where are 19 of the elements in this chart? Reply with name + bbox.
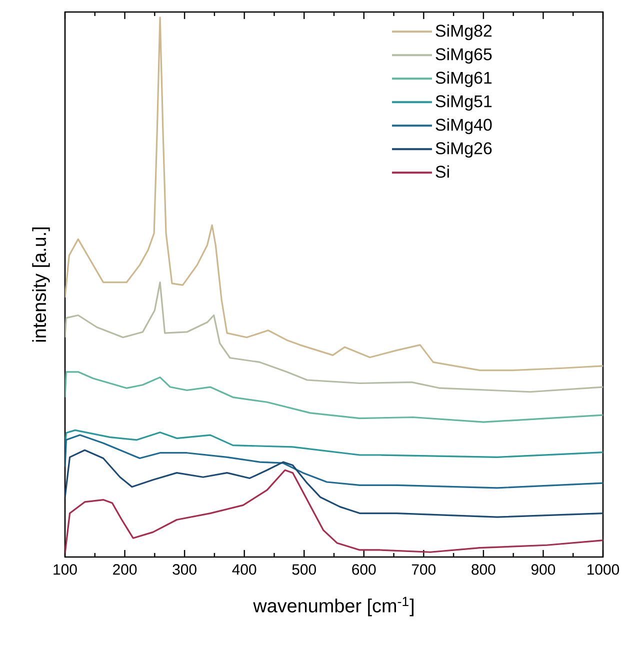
x-tick-label: 200	[113, 564, 137, 575]
x-tick-label: 100	[54, 564, 77, 575]
legend-label: Si	[436, 165, 449, 178]
x-axis-title: wavenumber [cm$^{-1}$]	[253, 596, 414, 616]
x-tick-label: 800	[472, 564, 496, 575]
x-tick-label: 700	[412, 564, 436, 575]
x-tick-label: 300	[172, 564, 196, 575]
x-tick-label: 1000	[588, 564, 620, 575]
x-tick-label: 600	[352, 564, 376, 575]
legend-label: SiMg82	[436, 24, 492, 40]
legend-label: SiMg65	[436, 48, 492, 64]
legend-label: SiMg40	[436, 118, 492, 134]
x-tick-label: 500	[292, 564, 316, 575]
y-axis-title: intensity [a.u.]	[32, 227, 50, 342]
legend-label: SiMg51	[436, 94, 492, 111]
legend-label: SiMg26	[436, 142, 492, 158]
x-tick-label: 900	[531, 564, 556, 575]
x-tick-label: 400	[232, 564, 256, 575]
legend-label: SiMg61	[436, 71, 492, 88]
